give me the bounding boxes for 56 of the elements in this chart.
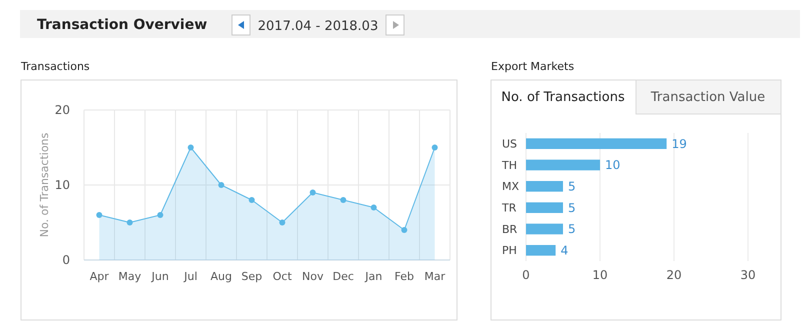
- point: [126, 220, 133, 226]
- chart-title: Transactions: [20, 60, 90, 73]
- x-tick-label: Jan: [364, 270, 382, 283]
- data-label: 19: [672, 136, 687, 151]
- x-tick-label: Feb: [394, 270, 414, 283]
- x-tick-label: Aug: [210, 270, 232, 283]
- x-tick-label: May: [118, 270, 142, 283]
- point: [218, 182, 224, 188]
- data-label: 5: [568, 180, 576, 194]
- point: [310, 190, 316, 196]
- point: [279, 220, 286, 226]
- y-tick-label: MX: [502, 180, 520, 194]
- x-tick-label: Oct: [272, 270, 292, 283]
- text: No. of Transactions: [501, 90, 625, 105]
- point: [401, 227, 408, 233]
- point: [340, 197, 346, 203]
- x-tick-label: 30: [740, 268, 756, 282]
- y-tick-label: TR: [501, 202, 517, 215]
- x-tick-label: Apr: [90, 270, 110, 283]
- data-label: 10: [605, 158, 620, 172]
- point: [96, 212, 102, 218]
- bar: [526, 138, 667, 149]
- point: [370, 204, 377, 210]
- text: Transaction Value: [650, 90, 766, 105]
- y-tick-label: 20: [54, 103, 70, 118]
- bar: [526, 181, 563, 192]
- y-axis-title: No. of Transactions: [38, 132, 51, 238]
- point: [432, 144, 438, 150]
- x-tick-label: Dec: [332, 270, 354, 283]
- point: [188, 144, 194, 150]
- y-tick-label: 0: [62, 253, 70, 268]
- x-tick-label: Nov: [302, 270, 324, 283]
- bar: [526, 160, 600, 170]
- text: 2017.04 - 2018.03: [258, 19, 378, 34]
- point: [157, 212, 164, 218]
- chart-title: Export Markets: [491, 60, 574, 73]
- bar: [526, 224, 563, 234]
- y-tick-label: BR: [502, 222, 518, 236]
- y-tick-label: 10: [54, 178, 70, 192]
- x-tick-label: Sep: [241, 270, 262, 283]
- bar: [526, 245, 556, 256]
- x-tick-label: 0: [522, 268, 530, 282]
- y-tick-label: US: [502, 138, 518, 151]
- data-label: 4: [560, 244, 568, 258]
- x-tick-label: 20: [666, 268, 682, 282]
- data-label: 5: [568, 222, 576, 236]
- x-tick-label: Jul: [183, 270, 198, 283]
- y-tick-label: TH: [501, 158, 517, 172]
- y-tick-label: PH: [502, 244, 517, 258]
- x-tick-label: Mar: [424, 270, 446, 283]
- x-tick-label: 10: [592, 268, 608, 282]
- text: Transaction Overview: [37, 17, 208, 33]
- point: [248, 197, 255, 203]
- bar: [526, 202, 563, 213]
- data-label: 5: [568, 200, 576, 215]
- x-tick-label: Jun: [150, 270, 169, 283]
